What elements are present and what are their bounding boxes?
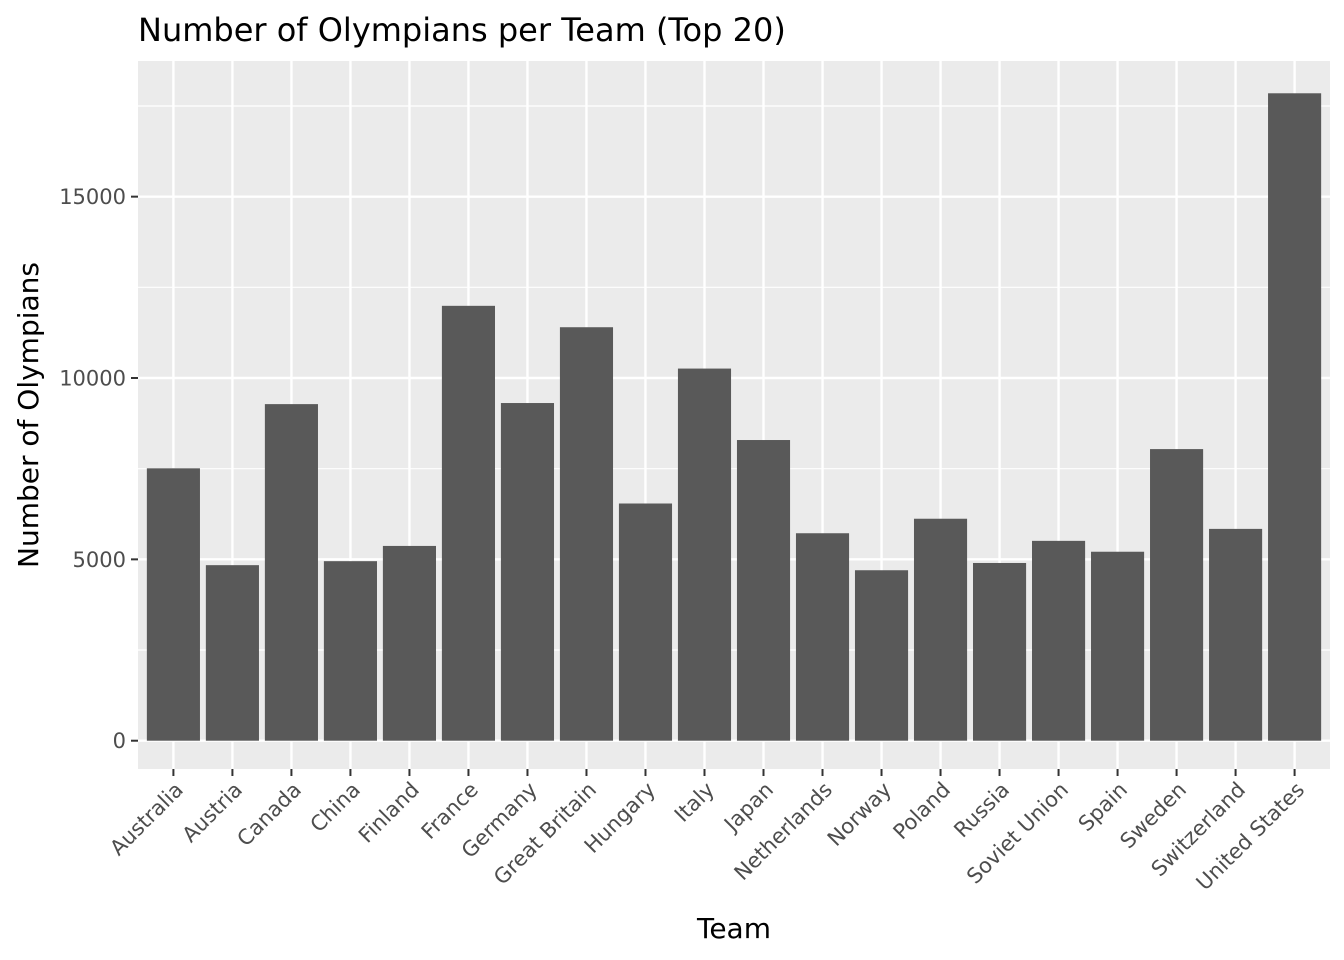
bar-canada (264, 404, 318, 741)
y-tick-label: 10000 (59, 367, 126, 391)
bar-italy (677, 368, 732, 741)
bar-hungary (618, 503, 673, 741)
bar-austria (205, 565, 259, 741)
bar-netherlands (795, 533, 850, 741)
chart-title: Number of Olympians per Team (Top 20) (138, 11, 786, 49)
bars (146, 93, 1322, 741)
bar-soviet-union (1032, 540, 1086, 741)
y-tick-label: 5000 (73, 548, 126, 572)
bar-japan (736, 440, 791, 741)
y-tick-label: 15000 (59, 185, 126, 209)
bar-russia (972, 562, 1027, 741)
bar-great-britain (559, 327, 614, 741)
bar-united-states (1268, 93, 1322, 741)
y-tick-label: 0 (113, 729, 126, 753)
bar-germany (500, 403, 555, 741)
y-axis-title: Number of Olympians (12, 262, 45, 568)
bar-australia (146, 468, 200, 741)
bar-norway (854, 570, 909, 741)
x-axis-title: Team (696, 912, 771, 945)
bar-spain (1091, 551, 1145, 741)
bar-switzerland (1209, 528, 1263, 741)
bar-sweden (1150, 449, 1204, 741)
bar-finland (382, 545, 436, 741)
bar-poland (913, 518, 968, 741)
bar-france (441, 305, 496, 741)
bar-china (323, 561, 377, 741)
